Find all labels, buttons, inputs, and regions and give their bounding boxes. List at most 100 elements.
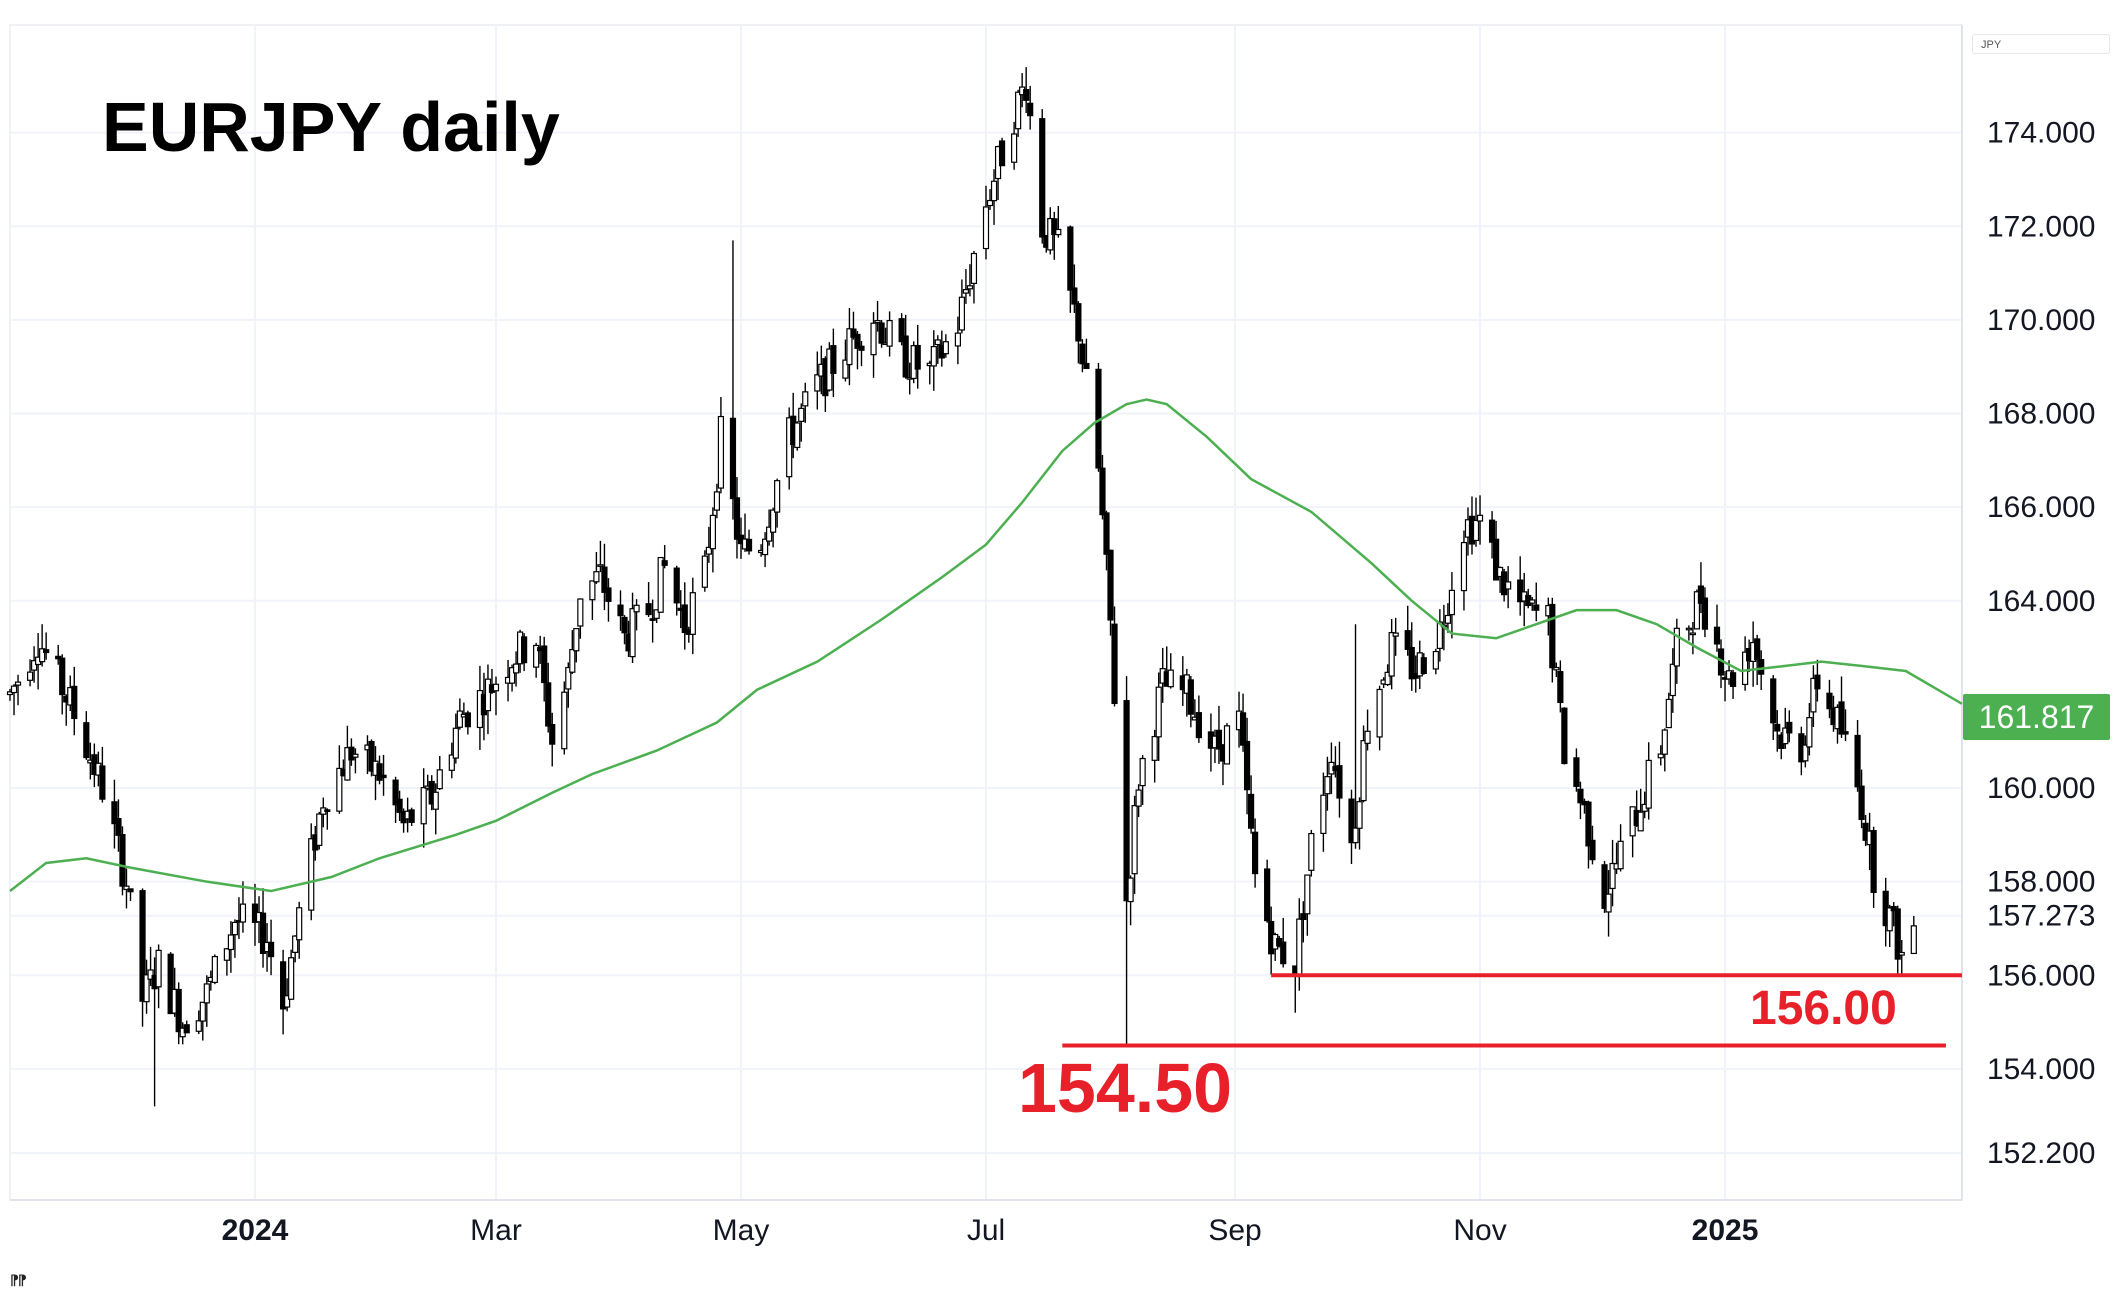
candle-body [1609,862,1616,890]
candle-body [1436,621,1443,649]
candle-body [1842,731,1849,735]
candle-body [998,140,1006,167]
candle-body [456,710,463,728]
candle-body [1444,614,1451,624]
candle-body [175,988,182,1033]
annotation-label-156: 156.00 [1750,982,1897,1035]
candle-body [649,618,656,621]
candle-body [705,546,712,555]
candle-body [970,252,978,284]
currency-label[interactable]: JPY [1972,34,2110,54]
candle-body [231,921,239,936]
candle-body [1898,951,1905,956]
x-tick-label: Jul [967,1214,1005,1247]
candle-body [1810,677,1817,713]
candle-body [1460,541,1468,592]
candle-body [1139,757,1146,787]
candle-body [1814,674,1821,690]
candle-body [541,645,548,684]
candle-body [1669,663,1676,697]
candle-body [508,667,516,684]
candle-body [1300,913,1307,920]
candle-body [577,598,584,627]
annotation-label-1545: 154.50 [1018,1049,1233,1127]
candle-body [1187,679,1194,715]
candle-body [842,359,849,379]
candle-body [1637,811,1644,832]
candle-body [533,644,540,668]
candle-body [396,798,403,813]
candle-body [1151,735,1158,761]
candle-body [1356,801,1363,829]
candle-body [874,320,881,324]
candle-body [1051,218,1058,235]
candle-body [1083,362,1090,370]
candle-body [958,296,966,331]
candle-body [1476,514,1484,522]
candle-body [1388,632,1395,677]
candle-body [30,660,38,671]
candle-body [1685,627,1692,631]
candle-body [1215,729,1223,750]
candle-body [1701,597,1709,630]
candle-body [1055,228,1062,236]
candle-body [227,934,235,951]
candle-body [709,514,716,550]
candle-body [408,809,415,823]
candle-body [898,318,905,343]
candle-body [26,671,34,681]
candle-body [376,763,383,781]
candle-body [1689,632,1696,636]
y-tick-label: 170.000 [1987,304,2095,337]
candle-body [1782,727,1789,745]
candle-body [1127,877,1134,903]
candle-body [1729,672,1737,687]
candle-body [195,1020,202,1032]
candle-body [1806,717,1813,748]
candle-body [267,941,275,958]
candle-body [1561,707,1568,765]
candle-body [1472,519,1480,542]
candle-body [1336,765,1343,799]
candle-body [1195,712,1202,739]
candle-body [597,564,604,567]
candle-body [1488,519,1496,543]
brand[interactable]: ⁋⁋ [10,1272,27,1289]
candle-body [484,678,492,712]
candle-body [1027,102,1034,117]
candle-body [1239,712,1247,746]
x-tick-label: May [713,1214,770,1247]
y-tick-label: 152.200 [1987,1137,2095,1170]
candle-body [673,567,680,604]
x-tick-label: Sep [1208,1214,1261,1247]
candle-body [1826,692,1833,710]
candle-body [1420,657,1427,675]
candle-body [127,888,134,893]
candle-body [1448,589,1456,616]
candle-body [392,779,399,806]
candle-body [436,769,443,790]
candle-body [1754,638,1761,661]
candle-body [43,649,50,654]
candle-body [99,765,106,800]
candle-body [1665,698,1672,729]
candle-body [1549,603,1556,669]
candle-body [1296,918,1303,977]
candle-body [1360,740,1367,802]
candle-body [786,417,793,478]
candle-body [1432,650,1439,670]
candle-body [139,890,146,1002]
x-tick-label: 2024 [222,1214,289,1247]
candle-body [858,345,865,351]
candle-body [745,538,753,552]
candle-body [1071,287,1078,305]
candle-body [633,604,640,613]
candle-body [990,180,998,202]
candle-body [914,344,921,370]
candle-body [934,339,941,346]
candle-body [288,957,295,1000]
candle-body [966,285,974,290]
candle-body [573,628,580,652]
moving-average-line [9,398,1963,893]
